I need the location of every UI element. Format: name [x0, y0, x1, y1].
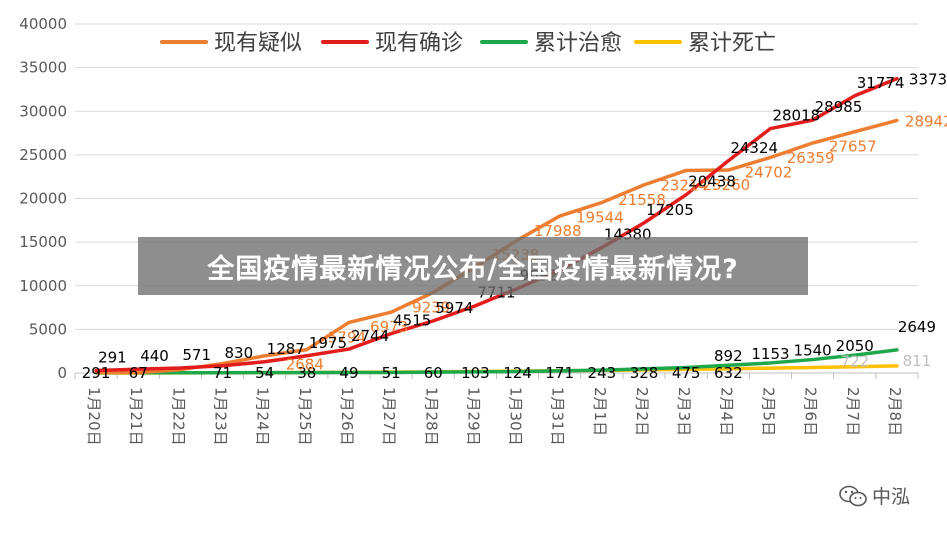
legend-label: 累计死亡 — [688, 31, 776, 56]
data-label: 291 — [98, 348, 127, 366]
headline-banner: 全国疫情最新情况公布/全国疫情最新情况? — [138, 237, 808, 295]
headline-text: 全国疫情最新情况公布/全国疫情最新情况? — [207, 253, 739, 285]
axis-data-label: 49 — [339, 364, 358, 382]
x-axis: 1月20日 1月21日 1月22日 1月23日 1月24日 1月25日 1月26日 1月27日… — [74, 372, 919, 446]
axis-data-label: 243 — [588, 364, 617, 382]
data-label: 9239 — [412, 298, 450, 316]
y-tick-label: 20000 — [19, 190, 67, 208]
data-label: 23214 — [660, 176, 708, 194]
axis-data-label: 51 — [382, 364, 401, 382]
wechat-icon — [839, 485, 867, 506]
y-tick-label: 15000 — [19, 233, 67, 251]
data-label: 830 — [225, 344, 254, 362]
axis-data-label: 71 — [213, 364, 232, 382]
axis-data-label: 103 — [461, 364, 490, 382]
axis-data-label: 632 — [714, 364, 743, 382]
data-label: 2050 — [836, 337, 874, 355]
x-tick-label: 2月6日 — [802, 387, 820, 436]
y-tick-label: 40000 — [19, 15, 67, 33]
legend-label: 现有确诊 — [375, 31, 463, 56]
x-tick-label: 2月2日 — [633, 387, 651, 436]
series-line-2 — [94, 348, 899, 375]
y-tick-label: 35000 — [19, 59, 67, 77]
x-tick-label: 1月26日 — [338, 387, 356, 446]
watermark: 中泓 — [838, 482, 910, 509]
x-tick-label: 1月27日 — [380, 387, 398, 446]
data-label: 1287 — [267, 340, 305, 358]
x-tick-label: 1月25日 — [296, 387, 314, 446]
x-tick-label: 2月3日 — [675, 387, 693, 436]
legend-label: 累计治愈 — [534, 31, 622, 56]
x-tick-label: 1月22日 — [169, 387, 187, 446]
y-tick-label: 30000 — [19, 102, 67, 120]
x-tick-label: 1月23日 — [212, 387, 230, 446]
y-tick-label: 10000 — [19, 277, 67, 295]
x-tick-label: 1月21日 — [127, 387, 145, 446]
x-tick-label: 2月5日 — [759, 387, 777, 436]
data-label: 24324 — [730, 139, 778, 157]
x-tick-label: 1月28日 — [422, 387, 440, 446]
axis-data-label: 475 — [672, 364, 701, 382]
axis-data-label: 328 — [630, 364, 659, 382]
data-label: 1153 — [751, 345, 789, 363]
data-labels: 291 67 71 54 38 49 51 60 103 124 171 243 328 475 63226… — [82, 71, 947, 382]
data-label: 28018 — [772, 107, 820, 125]
axis-data-label: 60 — [424, 364, 443, 382]
data-label: 20438 — [688, 173, 736, 191]
data-label: 17988 — [534, 222, 582, 240]
data-label: 4515 — [393, 312, 431, 330]
data-label: 19544 — [576, 208, 624, 226]
x-tick-label: 2月7日 — [844, 387, 862, 436]
data-label: 27657 — [829, 138, 877, 156]
legend-label: 现有疑似 — [214, 31, 302, 56]
data-label: 24702 — [745, 163, 793, 181]
x-tick-label: 2月4日 — [717, 387, 735, 436]
data-label: 6973 — [370, 318, 408, 336]
axis-data-label: 38 — [297, 364, 316, 382]
axis-data-label: 54 — [255, 364, 274, 382]
data-label: 2744 — [351, 327, 389, 345]
data-label: 5794 — [328, 328, 366, 346]
y-tick-label: 0 — [57, 364, 67, 382]
x-tick-label: 1月29日 — [464, 387, 482, 446]
x-tick-label: 2月8日 — [886, 387, 904, 436]
axis-data-label: 171 — [545, 364, 574, 382]
y-axis: 0 5000 10000 15000 20000 25000 30000 35000 40000 — [19, 15, 67, 382]
data-label: 811 — [903, 352, 932, 370]
data-label: 21558 — [618, 191, 666, 209]
series-line-1 — [94, 76, 899, 373]
data-label: 1540 — [794, 342, 832, 360]
watermark-text: 中泓 — [872, 486, 911, 508]
data-label: 2684 — [286, 356, 324, 374]
x-tick-label: 1月24日 — [254, 387, 272, 446]
x-tick-label: 1月20日 — [85, 387, 103, 446]
data-label: 26359 — [787, 149, 835, 167]
x-tick-label: 2月1日 — [591, 387, 609, 436]
data-label: 1975 — [309, 334, 347, 352]
data-label: 23260 — [702, 176, 750, 194]
data-label: 440 — [140, 347, 169, 365]
axis-data-label: 67 — [129, 364, 148, 382]
data-label: 31774 — [857, 74, 905, 92]
axis-data-label: 124 — [503, 364, 532, 382]
y-tick-label: 5000 — [29, 320, 67, 338]
data-label: 892 — [714, 347, 743, 365]
data-label: 722 — [840, 353, 869, 371]
data-label: 2649 — [898, 318, 936, 336]
data-label: 5974 — [435, 299, 473, 317]
data-label: 28985 — [815, 98, 863, 116]
y-tick-label: 25000 — [19, 146, 67, 164]
axis-data-label: 291 — [82, 364, 111, 382]
legend: 现有疑似 现有确诊 累计治愈 累计死亡 — [160, 31, 776, 56]
x-tick-label: 1月31日 — [549, 387, 567, 446]
x-tick-label: 1月30日 — [507, 387, 525, 446]
data-label: 17205 — [646, 201, 694, 219]
data-label: 571 — [182, 346, 211, 364]
